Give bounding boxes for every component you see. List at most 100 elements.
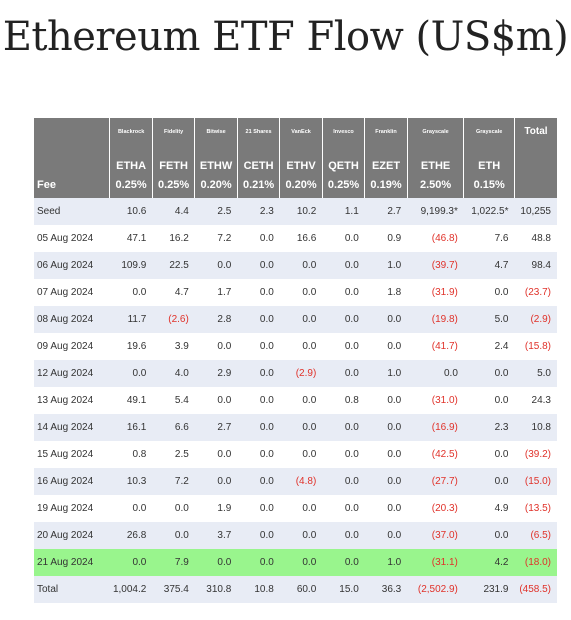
flow-value-cell: 0.0 bbox=[279, 549, 323, 576]
flow-value-cell: 48.8 bbox=[514, 225, 557, 252]
issuer-header-cell bbox=[34, 118, 110, 145]
flow-value-cell: 0.0 bbox=[279, 333, 323, 360]
flow-value-cell: 1.7 bbox=[194, 279, 238, 306]
flow-value-cell: 0.0 bbox=[279, 306, 323, 333]
flow-value-cell: 0.0 bbox=[237, 225, 280, 252]
flow-value-cell: 231.9 bbox=[463, 576, 515, 603]
flow-value-cell: (6.5) bbox=[514, 522, 557, 549]
flow-value-cell: 0.0 bbox=[364, 468, 408, 495]
flow-value-cell: 0.8 bbox=[322, 387, 365, 414]
flow-value-cell: (46.8) bbox=[407, 225, 464, 252]
table-row: 16 Aug 2024 10.3 7.2 0.0 0.0 (4.8) 0.0 0.0 (27.7… bbox=[34, 468, 557, 495]
flow-value-cell: 0.0 bbox=[237, 387, 280, 414]
issuer-header-cell: Franklin bbox=[364, 118, 408, 145]
flow-value-cell: 1.8 bbox=[364, 279, 408, 306]
flow-value-cell: 0.0 bbox=[194, 549, 238, 576]
flow-value-cell: 16.1 bbox=[109, 414, 153, 441]
flow-value-cell: 0.0 bbox=[279, 414, 323, 441]
row-label: 13 Aug 2024 bbox=[34, 387, 110, 414]
row-label: 09 Aug 2024 bbox=[34, 333, 110, 360]
ticker-header-cell: QETH bbox=[321, 145, 365, 172]
flow-value-cell: 0.0 bbox=[463, 360, 515, 387]
flow-value-cell: 109.9 bbox=[109, 252, 153, 279]
ticker-header-cell bbox=[513, 145, 557, 172]
flow-value-cell: 0.0 bbox=[463, 441, 515, 468]
flow-value-cell: 24.3 bbox=[514, 387, 557, 414]
flow-value-cell: 5.4 bbox=[152, 387, 195, 414]
flow-value-cell: 0.0 bbox=[194, 387, 238, 414]
flow-value-cell: (41.7) bbox=[407, 333, 464, 360]
flow-value-cell: 16.6 bbox=[279, 225, 323, 252]
row-label: Total bbox=[34, 576, 110, 603]
flow-value-cell: 0.0 bbox=[322, 549, 365, 576]
flow-value-cell: 0.0 bbox=[364, 414, 408, 441]
table-row: 20 Aug 2024 26.8 0.0 3.7 0.0 0.0 0.0 0.0 (37.0) 0… bbox=[34, 522, 557, 549]
flow-value-cell: 4.7 bbox=[463, 252, 515, 279]
flow-value-cell: 4.7 bbox=[152, 279, 195, 306]
flow-value-cell: 0.0 bbox=[237, 441, 280, 468]
table-body: Seed 10.6 4.4 2.5 2.3 10.2 1.1 2.7 9,199.3* 1,022… bbox=[34, 198, 557, 603]
flow-value-cell: 0.0 bbox=[279, 279, 323, 306]
flow-value-cell: 10.6 bbox=[109, 198, 153, 225]
flow-value-cell: 0.0 bbox=[109, 549, 153, 576]
ticker-header-row: ETHA FETH ETHW CETH ETHV QETH EZET ETHE ETH bbox=[34, 145, 557, 172]
flow-value-cell: 1,022.5* bbox=[463, 198, 515, 225]
flow-value-cell: (19.8) bbox=[407, 306, 464, 333]
ticker-header-cell: ETHA bbox=[109, 145, 153, 172]
flow-value-cell: 2.5 bbox=[194, 198, 238, 225]
fee-header-cell: 0.21% bbox=[236, 172, 280, 198]
flow-value-cell: 47.1 bbox=[109, 225, 153, 252]
flow-value-cell: 36.3 bbox=[364, 576, 408, 603]
flow-value-cell: 3.7 bbox=[194, 522, 238, 549]
flow-value-cell: 0.0 bbox=[279, 441, 323, 468]
ticker-header-cell: CETH bbox=[236, 145, 280, 172]
table-row: 19 Aug 2024 0.0 0.0 1.9 0.0 0.0 0.0 0.0 (20.3) 4.… bbox=[34, 495, 557, 522]
flow-value-cell: 0.0 bbox=[364, 522, 408, 549]
table-row: 06 Aug 2024 109.9 22.5 0.0 0.0 0.0 0.0 1.0 (39.7… bbox=[34, 252, 557, 279]
flow-value-cell: 0.0 bbox=[463, 468, 515, 495]
flow-value-cell: 0.0 bbox=[279, 252, 323, 279]
flow-value-cell: 5.0 bbox=[514, 360, 557, 387]
flow-value-cell: 0.0 bbox=[109, 495, 153, 522]
issuer-header-cell: 21 Shares bbox=[236, 118, 280, 145]
flow-value-cell: 15.0 bbox=[322, 576, 365, 603]
fee-header-cell bbox=[513, 172, 557, 198]
flow-value-cell: (31.9) bbox=[407, 279, 464, 306]
flow-value-cell: 1,004.2 bbox=[109, 576, 153, 603]
flow-value-cell: 0.0 bbox=[237, 360, 280, 387]
flow-value-cell: (31.0) bbox=[407, 387, 464, 414]
flow-value-cell: 6.6 bbox=[152, 414, 195, 441]
ticker-header-cell: EZET bbox=[364, 145, 408, 172]
flow-value-cell: 0.0 bbox=[279, 495, 323, 522]
table-row: 15 Aug 2024 0.8 2.5 0.0 0.0 0.0 0.0 0.0 (42.5) 0.… bbox=[34, 441, 557, 468]
flow-value-cell: 0.0 bbox=[364, 387, 408, 414]
flow-value-cell: 0.0 bbox=[364, 495, 408, 522]
flow-value-cell: 0.0 bbox=[237, 252, 280, 279]
ticker-header-cell: ETH bbox=[463, 145, 515, 172]
row-label: 14 Aug 2024 bbox=[34, 414, 110, 441]
fee-header-cell: 2.50% bbox=[406, 172, 464, 198]
row-label: 05 Aug 2024 bbox=[34, 225, 110, 252]
flow-value-cell: 0.0 bbox=[194, 252, 238, 279]
table-row: 09 Aug 2024 19.6 3.9 0.0 0.0 0.0 0.0 0.0 (41.7) 2… bbox=[34, 333, 557, 360]
row-label: 12 Aug 2024 bbox=[34, 360, 110, 387]
flow-value-cell: (31.1) bbox=[407, 549, 464, 576]
flow-value-cell: (2,502.9) bbox=[407, 576, 464, 603]
flow-value-cell: 10,255 bbox=[514, 198, 557, 225]
flow-value-cell: (2.6) bbox=[152, 306, 195, 333]
flow-value-cell: 0.0 bbox=[109, 279, 153, 306]
flow-value-cell: 4.0 bbox=[152, 360, 195, 387]
flow-value-cell: 0.8 bbox=[109, 441, 153, 468]
flow-value-cell: 0.0 bbox=[322, 468, 365, 495]
table-row: 14 Aug 2024 16.1 6.6 2.7 0.0 0.0 0.0 0.0 (16.9) 2… bbox=[34, 414, 557, 441]
flow-value-cell: 0.0 bbox=[322, 360, 365, 387]
flow-value-cell: 1.0 bbox=[364, 360, 408, 387]
fee-header-row: Fee 0.25% 0.25% 0.20% 0.21% 0.20% 0.25% 0.19% 2.… bbox=[34, 172, 557, 198]
flow-value-cell: (37.0) bbox=[407, 522, 464, 549]
flow-value-cell: 19.6 bbox=[109, 333, 153, 360]
flow-value-cell: (23.7) bbox=[514, 279, 557, 306]
flow-value-cell: 0.0 bbox=[194, 468, 238, 495]
flow-value-cell: 0.0 bbox=[322, 252, 365, 279]
table-row: 21 Aug 2024 0.0 7.9 0.0 0.0 0.0 0.0 1.0 (31.1) 4.… bbox=[34, 549, 557, 576]
issuer-header-cell: Grayscale bbox=[463, 118, 515, 145]
